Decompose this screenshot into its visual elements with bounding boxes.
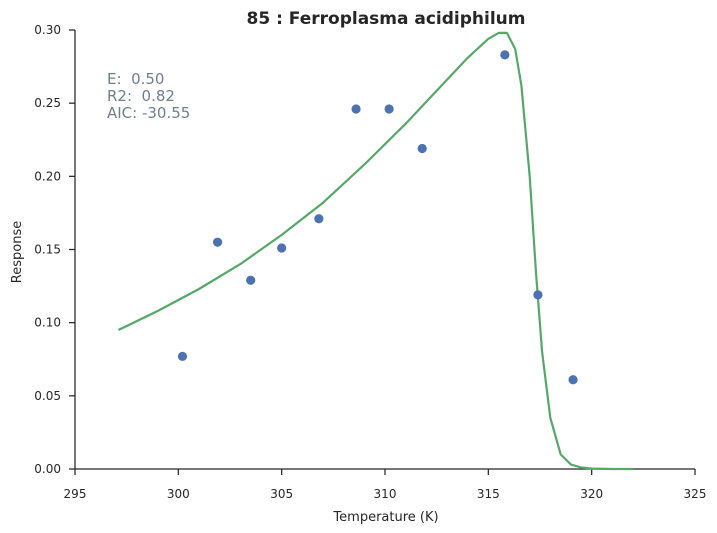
data-point (314, 214, 324, 224)
y-tick-label: 0.15 (34, 243, 61, 257)
x-ticks: 295 300 305 310 315 320 325 (64, 469, 707, 501)
x-tick-label: 325 (684, 487, 707, 501)
y-tick-label: 0.05 (34, 389, 61, 403)
data-point (568, 375, 578, 385)
data-point (177, 351, 188, 361)
data-point (351, 104, 361, 114)
x-axis-label: Temperature (K) (332, 510, 438, 525)
y-tick-label: 0.10 (34, 316, 61, 330)
x-tick-label: 320 (580, 487, 603, 501)
stats-line: R2: 0.82 (107, 87, 175, 105)
x-tick-label: 305 (270, 487, 293, 501)
data-point (277, 243, 287, 253)
y-ticks: 0.00 0.05 0.10 0.15 0.20 0.25 0.30 (34, 23, 75, 476)
data-point (500, 50, 510, 60)
data-point (533, 290, 543, 300)
y-tick-label: 0.20 (34, 169, 61, 183)
stats-line: AIC: -30.55 (107, 104, 190, 122)
x-tick-label: 315 (477, 487, 500, 501)
series-layer (117, 31, 633, 471)
fit-curve (117, 31, 633, 471)
data-point (384, 104, 394, 114)
y-tick-label: 0.00 (34, 462, 61, 476)
y-tick-label: 0.30 (34, 23, 61, 37)
data-point (246, 275, 256, 285)
chart-title: 85 : Ferroplasma acidiphilum (247, 9, 526, 29)
x-tick-label: 310 (374, 487, 397, 501)
x-tick-label: 300 (167, 487, 190, 501)
y-tick-label: 0.25 (34, 96, 61, 110)
data-point (417, 143, 427, 154)
x-tick-label: 295 (64, 487, 87, 501)
stats-line: E: 0.50 (107, 70, 164, 88)
y-axis-label: Response (10, 221, 25, 283)
data-point (213, 237, 223, 247)
